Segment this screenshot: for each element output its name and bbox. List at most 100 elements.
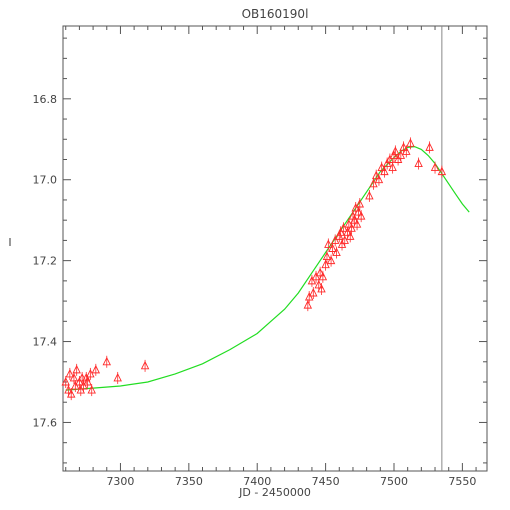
data-point — [340, 234, 349, 247]
triangle-marker — [437, 166, 447, 176]
data-point — [140, 359, 150, 372]
data-point — [72, 363, 81, 376]
data-point — [307, 274, 317, 287]
triangle-marker — [350, 215, 359, 224]
data-point — [406, 137, 415, 150]
x-tick-label: 7350 — [175, 475, 203, 488]
triangle-marker — [76, 385, 86, 394]
triangle-marker — [365, 190, 374, 200]
triangle-marker — [113, 372, 122, 382]
y-tick-label: 16.8 — [33, 93, 58, 106]
data-point — [77, 371, 87, 384]
data-point — [76, 384, 86, 397]
triangle-marker — [66, 389, 76, 398]
data-point — [377, 161, 386, 174]
data-point — [61, 376, 70, 388]
data-point — [303, 299, 313, 312]
triangle-marker — [355, 198, 365, 208]
triangle-marker — [430, 162, 440, 172]
data-point — [317, 282, 326, 295]
triangle-marker — [61, 376, 70, 386]
data-point — [86, 367, 95, 380]
triangle-marker — [87, 385, 96, 394]
chart-title: OB160190l — [242, 7, 309, 21]
triangle-marker — [65, 368, 75, 378]
data-point — [102, 355, 111, 368]
triangle-marker — [315, 267, 325, 277]
data-point — [304, 291, 314, 304]
data-point — [113, 371, 122, 384]
triangle-marker — [388, 162, 397, 172]
triangle-marker — [307, 275, 317, 285]
triangle-marker — [328, 243, 337, 252]
x-tick-label: 7500 — [380, 475, 408, 488]
data-point — [374, 173, 384, 186]
data-points — [61, 137, 447, 401]
data-point — [393, 153, 403, 166]
x-axis-label: JD - 2450000 — [238, 486, 311, 499]
triangle-marker — [391, 146, 400, 155]
data-point — [354, 206, 363, 219]
data-point — [65, 367, 75, 380]
x-tick-label: 7450 — [312, 475, 340, 488]
triangle-marker — [75, 376, 84, 386]
triangle-marker — [326, 255, 336, 265]
data-point — [83, 376, 92, 388]
triangle-marker — [309, 287, 318, 297]
triangle-marker — [371, 170, 381, 180]
triangle-marker — [382, 158, 392, 167]
data-point — [371, 169, 381, 182]
data-point — [330, 234, 340, 247]
x-tick-label: 7300 — [106, 475, 134, 488]
y-tick-label: 17.6 — [33, 416, 58, 429]
triangle-marker — [303, 300, 313, 309]
data-point — [321, 258, 330, 271]
triangle-marker — [317, 283, 326, 293]
triangle-marker — [352, 219, 362, 228]
triangle-marker — [396, 150, 406, 159]
data-point — [430, 161, 440, 174]
data-point — [388, 161, 397, 174]
data-point — [311, 270, 321, 283]
triangle-marker — [393, 154, 403, 163]
x-axis: 7300 7350 7400 7450 7500 7550 — [65, 26, 477, 488]
triangle-marker — [369, 178, 378, 188]
triangle-marker — [337, 239, 347, 248]
data-point — [365, 189, 374, 202]
triangle-marker — [91, 364, 101, 374]
triangle-marker — [347, 223, 356, 232]
triangle-marker — [374, 174, 384, 184]
data-point — [315, 266, 325, 279]
triangle-marker — [336, 227, 345, 236]
data-point — [382, 157, 392, 170]
data-point — [339, 222, 348, 235]
triangle-marker — [340, 235, 349, 244]
data-point — [391, 145, 400, 158]
triangle-marker — [330, 235, 340, 244]
data-point — [425, 141, 434, 154]
triangle-marker — [314, 279, 323, 289]
x-tick-label: 7400 — [243, 475, 271, 488]
data-point — [309, 287, 318, 299]
data-point — [64, 384, 73, 397]
data-point — [328, 242, 337, 255]
triangle-marker — [406, 138, 415, 147]
y-axis: 16.8 17.0 17.2 17.4 17.6 — [33, 37, 487, 464]
data-point — [79, 380, 88, 393]
triangle-marker — [304, 292, 314, 301]
triangle-marker — [351, 203, 360, 212]
data-point — [324, 238, 333, 251]
data-point — [399, 141, 408, 154]
data-point — [344, 218, 354, 231]
data-point — [437, 165, 447, 178]
triangle-marker — [79, 381, 88, 390]
data-point — [322, 250, 332, 263]
data-point — [385, 153, 395, 166]
data-point — [414, 157, 423, 170]
triangle-marker — [344, 219, 354, 228]
data-point — [91, 363, 101, 376]
triangle-marker — [425, 142, 434, 151]
data-point — [336, 226, 345, 239]
data-point — [69, 371, 79, 384]
